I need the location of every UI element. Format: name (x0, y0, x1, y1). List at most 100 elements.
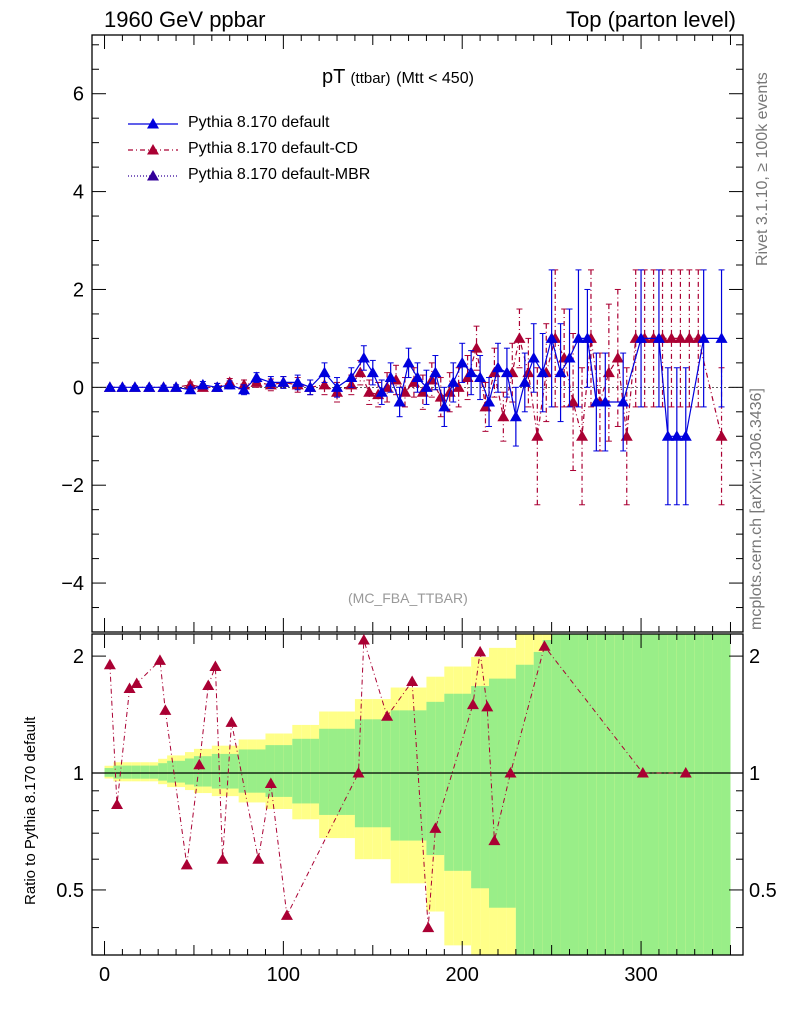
data-point-default (366, 366, 379, 378)
ratio-point-cd (216, 853, 229, 864)
ratio-band-green (551, 634, 561, 955)
data-point-default (527, 351, 540, 363)
ratio-band-green (632, 634, 642, 955)
data-point-default (447, 376, 460, 387)
ratio-band-green (247, 749, 257, 793)
ratio-band-green (176, 760, 185, 783)
ratio-band-green (256, 749, 266, 793)
ratio-band-green (462, 693, 472, 871)
ratio-band-green (703, 634, 713, 955)
data-point-default (318, 366, 331, 378)
ratio-band-green (444, 693, 454, 871)
data-point-cd (715, 430, 728, 441)
data-point-default (393, 396, 406, 407)
ratio-point-cd (202, 679, 215, 691)
data-point-default (411, 371, 424, 383)
legend (128, 118, 178, 181)
data-point-default (572, 332, 585, 343)
ratio-band-green (694, 634, 704, 955)
ratio-ytick-label-left: 0.5 (56, 880, 84, 902)
data-point-default (143, 381, 156, 392)
data-point-default (483, 396, 496, 407)
ratio-point-cd (488, 834, 501, 846)
ratio-band-green (560, 634, 570, 955)
ratio-band-green (229, 753, 239, 789)
ratio-point-cd (280, 909, 293, 920)
ratio-band-green (310, 738, 320, 804)
ratio-band-green (193, 756, 203, 787)
data-point-default (465, 366, 478, 378)
ratio-band-green (158, 763, 168, 781)
ratio-band-green (623, 634, 633, 955)
ratio-band-green (712, 634, 722, 955)
data-point-cd (620, 430, 633, 441)
data-point-default (438, 400, 451, 412)
ratio-ytick-label-left: 2 (73, 646, 84, 668)
ratio-point-cd (209, 660, 222, 672)
ratio-band-green (515, 664, 525, 955)
data-point-cd (567, 396, 580, 407)
data-point-default (679, 430, 692, 441)
ratio-point-cd (352, 767, 365, 778)
ratio-point-cd (357, 634, 370, 645)
data-point-default (697, 332, 710, 343)
ratio-band-green (185, 758, 194, 785)
main-ytick-label: 4 (73, 182, 84, 204)
ratio-band-green (426, 701, 436, 856)
ratio-band-green (345, 728, 355, 815)
ratio-point-cd (481, 700, 494, 712)
data-point-default (223, 378, 236, 390)
ratio-band-green (149, 765, 159, 779)
data-point-default (291, 376, 304, 387)
data-point-default (128, 381, 141, 392)
ratio-point-cd (252, 853, 265, 864)
ratio-point-cd (679, 767, 692, 778)
data-point-cd (470, 342, 483, 353)
ratio-band-green (104, 768, 114, 777)
ratio-plot-marks (103, 634, 692, 933)
title-main: pT (322, 66, 345, 88)
ratio-band-green (614, 634, 624, 955)
main-plot-marks (103, 269, 728, 506)
ratio-point-cd (111, 798, 124, 809)
axis-tick-labels: −4 −2 0 2 4 6 0 100 200 300 0.5 0.5 1 1 2 2 (56, 84, 777, 986)
data-point-default (661, 430, 674, 441)
data-point-cd (665, 332, 678, 343)
ratio-band-green (480, 686, 490, 889)
main-plot-frame (91, 34, 744, 633)
data-point-default (715, 332, 728, 343)
data-point-default (196, 378, 209, 390)
data-point-cd (602, 366, 615, 378)
ratio-ytick-label-right: 2 (749, 646, 760, 668)
data-point-default (491, 361, 504, 373)
plot-title: pT (ttbar) (Mtt < 450) (322, 66, 474, 89)
data-point-default (554, 366, 567, 378)
main-ytick-label: −2 (61, 475, 84, 497)
axis-ticks (92, 35, 743, 955)
ratio-band-green (721, 634, 731, 955)
legend-marker-mbr (147, 170, 159, 181)
ratio-point-cd (381, 710, 394, 721)
ratio-point-cd (474, 645, 487, 657)
data-point-default (456, 356, 469, 368)
data-point-default (420, 381, 433, 392)
series-line-cd (109, 336, 723, 437)
ratio-band-green (650, 634, 659, 955)
ratio-point-cd (159, 704, 172, 715)
legend-marker-cd (147, 144, 159, 155)
ratio-band-green (113, 765, 123, 779)
data-point-default (536, 366, 549, 378)
ratio-point-cd (153, 654, 166, 665)
ratio-point-cd (538, 640, 551, 651)
data-point-default (563, 351, 576, 363)
data-point-cd (611, 351, 624, 363)
ratio-band-green (506, 678, 516, 908)
ratio-band-green (685, 634, 695, 955)
data-point-default (184, 383, 197, 395)
legend-label-cd: Pythia 8.170 default-CD (188, 140, 358, 157)
ratio-ylabel: Ratio to Pythia 8.170 default (22, 716, 39, 905)
ratio-band-green (274, 745, 284, 797)
data-point-default (474, 371, 487, 383)
xtick-label: 300 (624, 964, 657, 986)
ratio-point-cd (466, 698, 479, 710)
